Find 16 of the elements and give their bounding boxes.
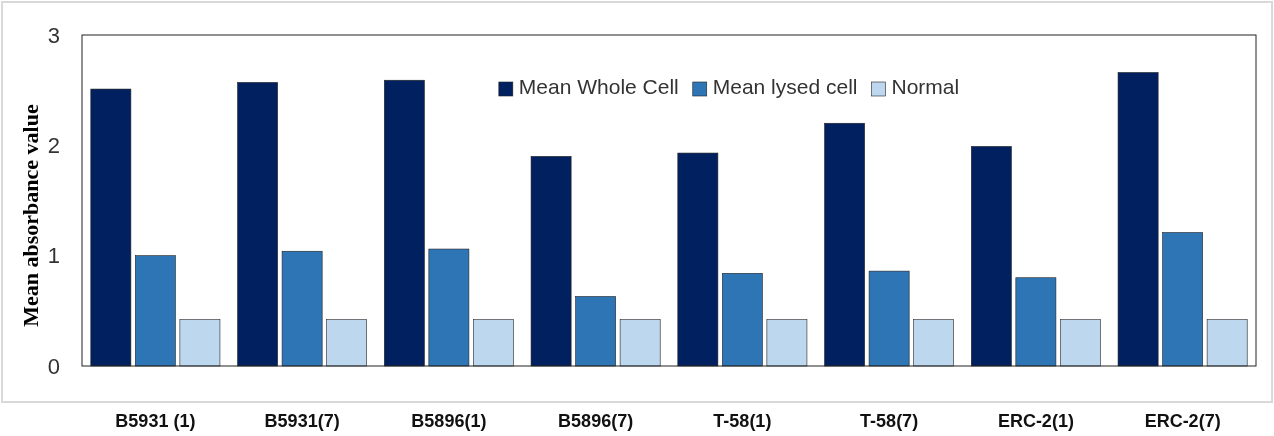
x-tick-label: T-58(7) [860,410,919,431]
x-tick-label: B5931(7) [264,410,340,431]
x-tick-label: ERC-2(1) [997,410,1074,431]
x-tick-label: B5896(1) [411,410,487,431]
y-tick-label: 3 [47,22,60,48]
legend-label: Mean Whole Cell [518,75,679,98]
x-tick-label: ERC-2(7) [1144,410,1221,431]
y-tick-label: 0 [47,353,60,379]
x-tick-label: B5931 (1) [115,410,196,431]
x-tick-label: T-58(1) [713,410,772,431]
y-axis-title: Mean absorbance value [18,104,43,327]
x-tick-label: B5896(7) [558,410,634,431]
legend-label: Normal [891,75,960,98]
y-tick-label: 2 [47,132,60,158]
legend-label: Mean lysed cell [712,75,858,98]
y-tick-label: 1 [47,243,60,269]
